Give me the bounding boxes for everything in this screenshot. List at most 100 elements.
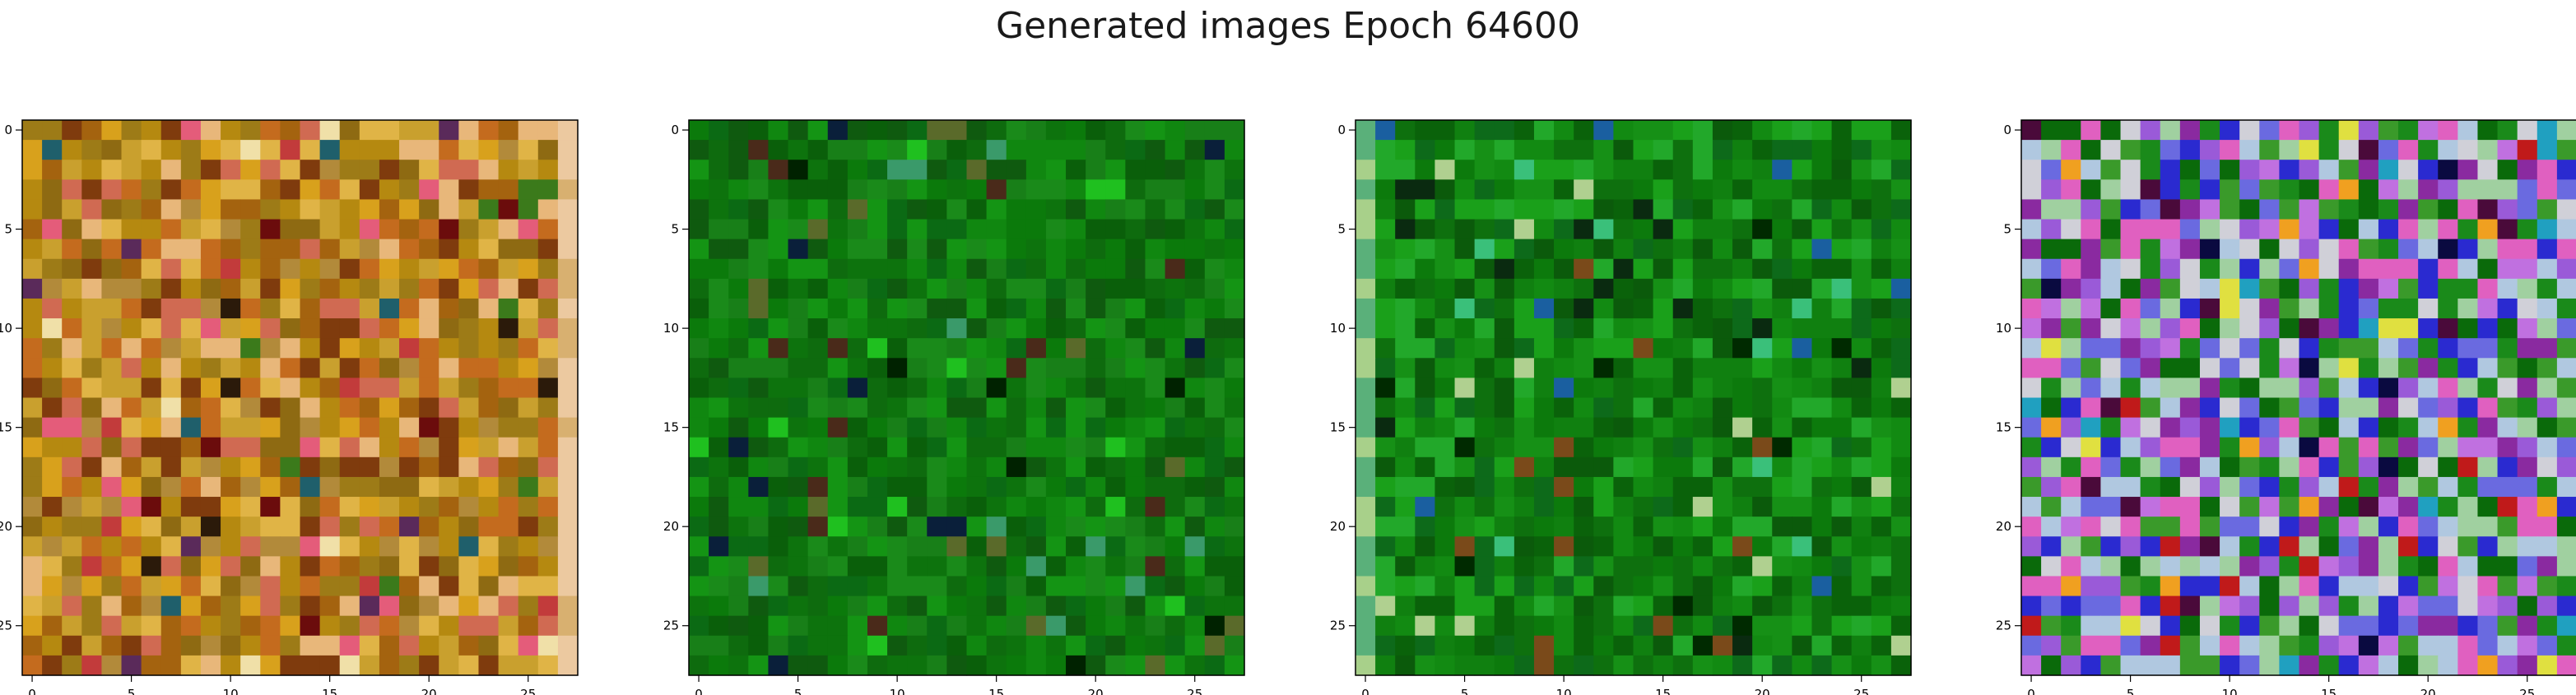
pixel-cell [221,318,241,339]
pixel-cell [458,179,480,201]
pixel-cell [101,456,123,478]
pixel-cell [221,517,241,537]
pixel-cell [81,497,103,517]
pixel-cell [2120,517,2141,537]
pixel-cell [359,278,380,299]
pixel-cell [399,140,420,160]
pixel-cell [2378,140,2399,160]
pixel-cell [2556,437,2576,458]
pixel-cell [2457,397,2479,419]
pixel-cell [2199,358,2220,378]
pixel-cell [22,476,43,498]
pixel-cell [2021,615,2042,637]
pixel-cell [2061,358,2081,378]
pixel-cell [2418,120,2439,141]
pixel-cell [498,517,519,537]
pixel-cell [81,536,103,557]
pixel-cell [2378,318,2399,339]
pixel-cell [537,536,559,557]
pixel-cell [2358,120,2379,141]
pixel-cell [2259,397,2280,419]
pixel-cell [121,476,142,498]
pixel-cell [2438,517,2458,537]
pixel-cell [300,120,321,141]
pixel-cell [2160,358,2181,378]
pixel-cell [2438,437,2458,458]
pixel-cell [2299,536,2320,557]
pixel-cell [2120,199,2141,220]
pixel-cell [121,219,142,240]
pixel-cell [221,160,241,180]
pixel-cell [2358,239,2379,260]
pixel-cell [62,497,82,517]
pixel-cell [300,239,321,260]
pixel-cell [2318,179,2340,201]
pixel-cell [2179,140,2201,160]
pixel-cell [2457,497,2479,517]
pixel-cell [2418,378,2439,399]
pixel-cell [2378,199,2399,220]
pixel-cell [2536,476,2558,498]
pixel-cell [42,278,63,299]
pixel-cell [319,437,341,458]
pixel-cell [2536,318,2558,339]
pixel-cell [141,476,162,498]
y-tick-label: 25 [1996,619,2011,633]
pixel-cell [200,179,221,201]
pixel-cell [518,199,539,220]
pixel-cell [2497,120,2518,141]
pixel-cell [2517,258,2538,280]
pixel-cell [537,437,559,458]
x-tick-label: 5 [2127,687,2135,695]
pixel-cell [2179,199,2201,220]
pixel-cell [2318,615,2340,637]
pixel-cell [439,378,459,399]
pixel-cell [478,338,500,359]
pixel-cell [2061,576,2081,597]
pixel-cell [498,378,519,399]
pixel-cell [339,120,360,141]
pixel-cell [2477,615,2499,637]
pixel-cell [2457,179,2479,201]
pixel-cell [280,338,301,359]
pixel-cell [2160,556,2181,577]
pixel-cell [221,278,241,299]
pixel-cell [319,318,341,339]
pixel-cell [439,338,459,359]
pixel-cell [2418,556,2439,577]
pixel-cell [2199,318,2220,339]
pixel-cell [260,497,281,517]
pixel-cell [319,378,341,399]
pixel-cell [2179,239,2201,260]
pixel-cell [2536,655,2558,676]
pixel-cell [2338,456,2360,478]
pixel-cell [2517,358,2538,378]
pixel-cell [2140,358,2161,378]
pixel-cell [300,258,321,280]
pixel-cell [2378,358,2399,378]
pixel-cell [339,239,360,260]
pixel-cell [200,456,221,478]
pixel-cell [359,160,380,180]
pixel-cell [2497,456,2518,478]
pixel-cell [2021,358,2042,378]
pixel-cell [2041,536,2062,557]
pixel-cell [2338,378,2360,399]
pixel-cell [319,179,341,201]
pixel-cell [319,476,341,498]
pixel-cell [2259,417,2280,438]
pixel-cell [458,239,480,260]
pixel-cell [2536,219,2558,240]
pixel-cell [2536,140,2558,160]
pixel-cell [2220,417,2240,438]
pixel-cell [221,536,241,557]
pixel-cell [42,556,63,577]
pixel-cell [81,358,103,378]
pixel-cell [62,476,82,498]
pixel-cell [240,298,261,319]
pixel-cell [141,338,162,359]
pixel-cell [2378,219,2399,240]
pixel-cell [339,160,360,180]
pixel-cell [2100,140,2122,160]
pixel-cell [2398,120,2419,141]
